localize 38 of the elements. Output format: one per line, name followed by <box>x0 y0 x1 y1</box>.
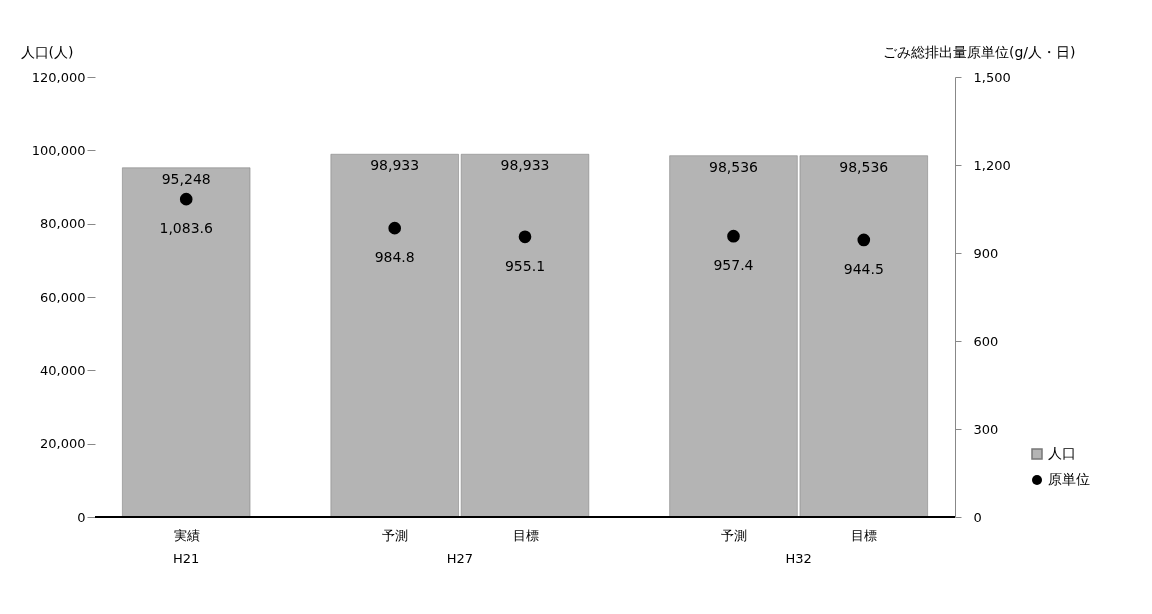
data-label: 98,933 <box>370 157 420 174</box>
y2-axis-title: ごみ総排出量原単位(g/人・日) <box>882 43 1076 60</box>
y2-tick-label: 900 <box>973 245 999 261</box>
legend-label: 人口 <box>1048 445 1076 461</box>
x-tick-label: 目標 <box>512 527 539 543</box>
y2-tick-label: 300 <box>973 421 999 437</box>
text: H32 <box>785 551 812 566</box>
y2-tick-label: 0 <box>973 509 982 525</box>
data-label: 98,536 <box>839 158 889 175</box>
y2-tick-label: 600 <box>973 333 999 349</box>
data-label: 955.1 <box>504 257 546 274</box>
y-tick-label: 60,000 <box>40 289 86 305</box>
y-tick-label: 40,000 <box>40 362 86 378</box>
x-tick-label: 予測 <box>382 527 409 543</box>
y-tick-label: 20,000 <box>40 436 86 452</box>
data-label: 95,248 <box>161 170 211 187</box>
y-tick-label: 0 <box>77 509 86 525</box>
data-label: 984.8 <box>374 249 415 266</box>
point <box>179 192 193 206</box>
y-tick-label: 100,000 <box>31 142 86 158</box>
x-tick-label: 実績 <box>173 527 200 543</box>
y-tick-label: 80,000 <box>40 216 86 232</box>
text: H27 <box>446 551 474 566</box>
text: H21 <box>173 551 200 566</box>
x-tick-label: 予測 <box>720 527 747 543</box>
data-label: 98,933 <box>500 157 550 174</box>
point <box>518 230 532 244</box>
x-tick-label: 目標 <box>851 527 878 543</box>
legend-label: 原単位 <box>1048 471 1090 487</box>
data-label: 98,536 <box>708 158 759 175</box>
y-tick-label: 120,000 <box>31 69 86 85</box>
data-label: 957.4 <box>713 257 754 274</box>
y2-tick-label: 1,500 <box>973 69 1011 85</box>
point <box>857 233 871 247</box>
data-label: 1,083.6 <box>159 220 214 237</box>
y2-tick-label: 1,200 <box>973 157 1011 173</box>
y-axis-title: 人口(人) <box>20 43 74 60</box>
data-label: 944.5 <box>843 260 884 277</box>
